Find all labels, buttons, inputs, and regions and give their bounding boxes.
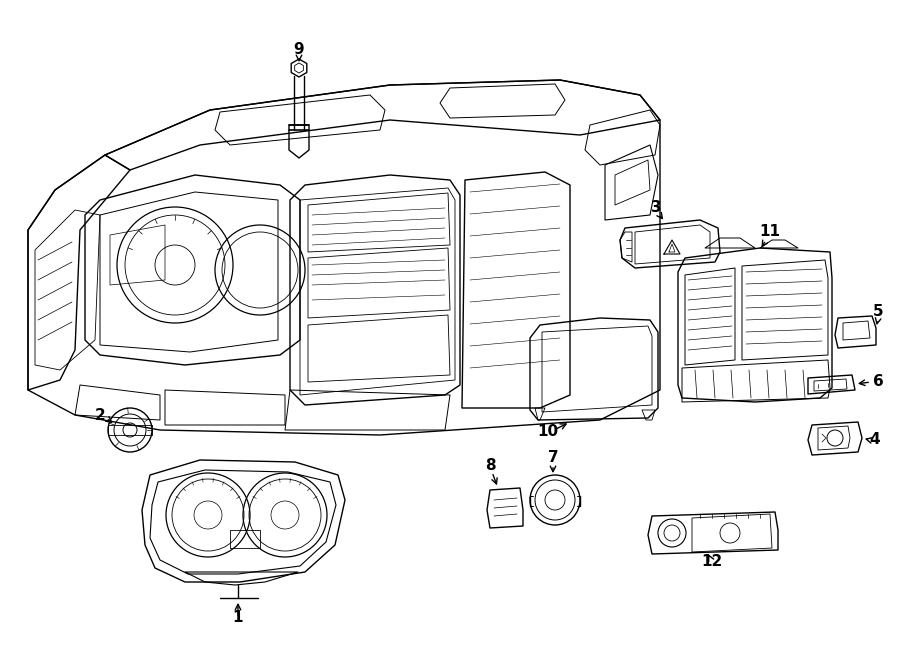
Text: 1: 1 (233, 611, 243, 625)
Text: 8: 8 (485, 457, 495, 473)
Text: 2: 2 (94, 407, 105, 422)
Text: 6: 6 (873, 375, 884, 389)
Text: 11: 11 (760, 225, 780, 239)
Text: 5: 5 (873, 305, 883, 319)
Text: 10: 10 (537, 424, 559, 440)
Text: 7: 7 (548, 451, 558, 465)
Text: 3: 3 (651, 200, 661, 215)
Text: 9: 9 (293, 42, 304, 58)
Text: 4: 4 (869, 432, 880, 447)
Text: 12: 12 (701, 555, 723, 570)
